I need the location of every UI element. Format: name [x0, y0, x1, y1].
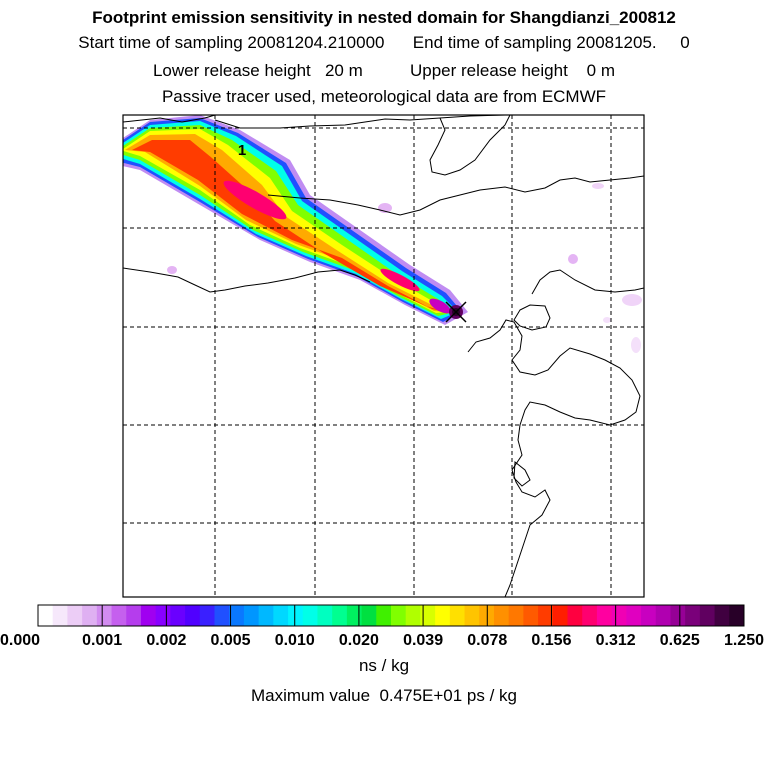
colorbar-cell	[391, 605, 407, 626]
colorbar-tick-label: 0.000	[0, 632, 40, 649]
colorbar-cell	[611, 605, 627, 626]
colorbar-cell	[596, 605, 613, 626]
colorbar-cell	[493, 605, 510, 626]
colorbar-cell	[552, 605, 568, 626]
colorbar-cell	[376, 605, 392, 626]
colorbar-cell	[317, 605, 333, 626]
colorbar-cells	[37, 604, 745, 627]
colorbar-cell	[258, 605, 274, 626]
colorbar-cell	[405, 605, 421, 626]
colorbar-cell	[361, 605, 377, 626]
colorbar-cell	[67, 605, 83, 626]
colorbar-tick-label: 0.010	[275, 632, 315, 649]
colorbar-cell	[582, 605, 598, 626]
colorbar-cell	[214, 605, 230, 626]
colorbar-tick-label: 0.001	[82, 632, 122, 649]
colorbar-tick-label: 0.078	[467, 632, 507, 649]
colorbar-cell	[288, 605, 304, 626]
colorbar-cell	[126, 605, 142, 626]
colorbar: 0.000 0.001 0.002 0.005 0.010 0.020 0.039 0.078…	[0, 604, 764, 649]
colorbar-tick-label: 0.156	[531, 632, 571, 649]
colorbar-cell	[435, 605, 451, 626]
colorbar-cell	[523, 605, 539, 626]
colorbar-tick-label: 0.312	[596, 632, 636, 649]
colorbar-tick-label: 0.005	[211, 632, 251, 649]
colorbar-cell	[140, 605, 157, 626]
footprint-map: 1	[122, 114, 645, 598]
colorbar-cell	[567, 605, 583, 626]
colorbar-cell	[655, 605, 671, 626]
plume-footprint	[123, 115, 642, 353]
map-frame	[122, 114, 645, 598]
colorbar-tick-label: 0.002	[146, 632, 186, 649]
colorbar-cell	[185, 605, 201, 626]
colorbar-cell	[170, 605, 186, 626]
colorbar-cell	[670, 605, 686, 626]
colorbar-cell	[273, 605, 289, 626]
colorbar-cell	[346, 605, 363, 626]
colorbar-cell	[229, 605, 245, 626]
plume-label: 1	[238, 142, 246, 159]
colorbar-cell	[685, 605, 701, 626]
colorbar-tick-label: 0.020	[339, 632, 379, 649]
colorbar-cell	[420, 605, 436, 626]
colorbar-cell	[729, 605, 745, 626]
colorbar-tick-labels: 0.000 0.001 0.002 0.005 0.010 0.020 0.039 0.078…	[0, 632, 764, 649]
colorbar-tick-label: 0.625	[660, 632, 700, 649]
colorbar-cell	[714, 605, 730, 626]
tracer-info-line: Passive tracer used, meteorological data…	[161, 87, 607, 106]
colorbar-cell	[332, 605, 348, 626]
colorbar-cell	[641, 605, 657, 626]
colorbar-cell	[464, 605, 480, 626]
colorbar-frame	[37, 604, 745, 627]
max-value-label: Maximum value 0.475E+01 ps / kg	[251, 686, 517, 705]
release-height-line: Lower release height 20 m Upper release …	[152, 61, 616, 80]
colorbar-cell	[52, 605, 68, 626]
release-site-x-marker	[445, 301, 467, 323]
colorbar-cell	[111, 605, 127, 626]
plot-title: Footprint emission sensitivity in nested…	[92, 8, 676, 27]
colorbar-cell	[508, 605, 524, 626]
colorbar-cell	[243, 605, 260, 626]
colorbar-cell	[699, 605, 716, 626]
colorbar-units: ns / kg	[358, 656, 410, 675]
colorbar-cell	[199, 605, 215, 626]
lat-lon-grid	[123, 115, 644, 597]
colorbar-cell	[96, 605, 113, 626]
colorbar-tick-label: 0.039	[403, 632, 443, 649]
colorbar-cell	[82, 605, 98, 626]
colorbar-cell	[449, 605, 466, 626]
colorbar-cell	[626, 605, 642, 626]
colorbar-tick-label: 1.250	[724, 632, 764, 649]
colorbar-cell	[38, 605, 54, 626]
sampling-time-line: Start time of sampling 20081204.210000 E…	[78, 33, 690, 52]
colorbar-cell	[155, 605, 171, 626]
colorbar-cell	[538, 605, 554, 626]
colorbar-cell	[302, 605, 318, 626]
